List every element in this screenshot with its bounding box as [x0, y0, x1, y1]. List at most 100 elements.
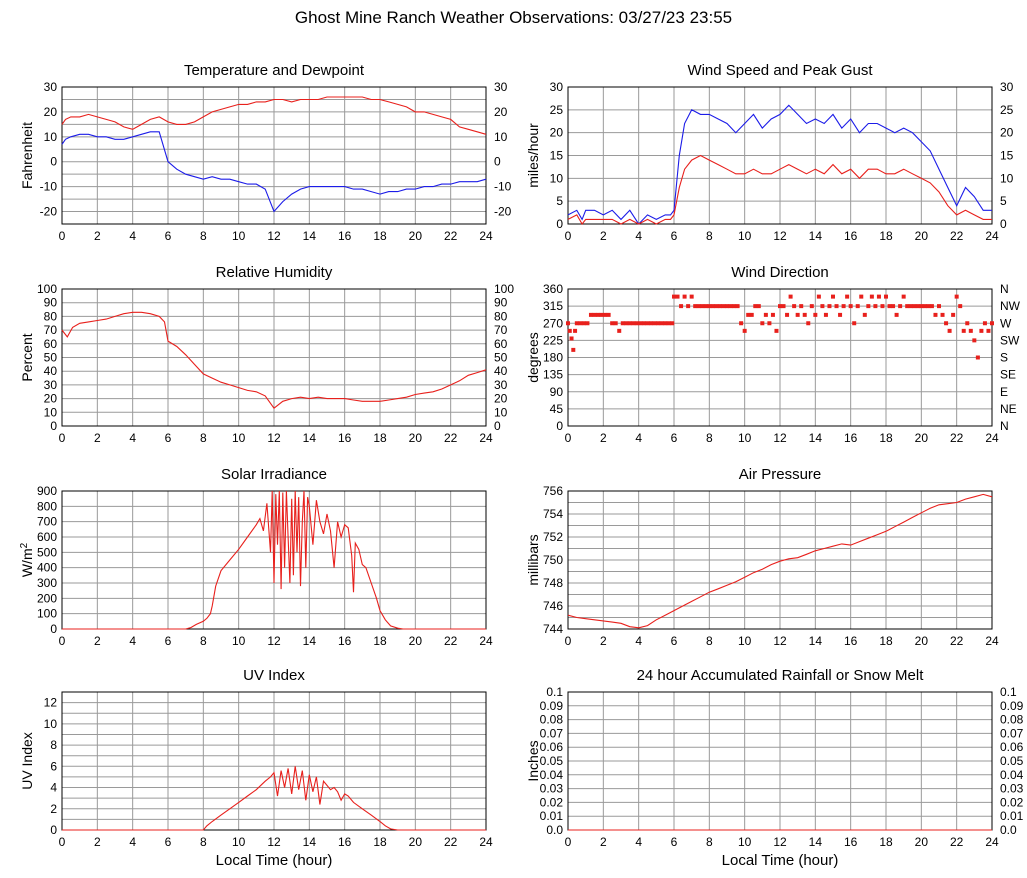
y-tick-label: 135: [543, 368, 563, 382]
data-point: [763, 312, 768, 317]
y-tick-label-right: 90: [494, 296, 508, 310]
y-tick-label: 0.07: [540, 726, 564, 740]
x-tick-label: 16: [844, 431, 858, 445]
y-tick-label-right: 0: [1000, 217, 1007, 231]
x-tick-label: 4: [635, 634, 642, 648]
x-tick-label: 2: [600, 229, 607, 243]
x-tick-label: 10: [738, 835, 752, 849]
data-point: [675, 294, 680, 299]
data-point: [620, 321, 625, 326]
x-tick-label: 10: [232, 634, 246, 648]
y-tick-label-right: N: [1000, 282, 1009, 296]
x-tick-label: 8: [200, 229, 207, 243]
data-point: [679, 304, 684, 309]
y-tick-label: 748: [543, 576, 563, 590]
data-point: [975, 355, 980, 360]
y-tick-label-right: 5: [1000, 194, 1007, 208]
data-point: [588, 312, 593, 317]
data-point: [898, 304, 903, 309]
data-point: [624, 321, 629, 326]
data-point: [569, 336, 574, 341]
y-tick-label-right: 0.01: [1000, 809, 1024, 823]
y-tick-label: 0.08: [540, 713, 564, 727]
data-point: [905, 304, 910, 309]
y-tick-label-right: 50: [494, 351, 508, 365]
y-tick-label: 600: [37, 530, 57, 544]
data-point: [689, 294, 694, 299]
y-tick-label: 0.1: [546, 685, 563, 699]
x-axis-label: Local Time (hour): [216, 852, 333, 869]
data-point: [795, 312, 800, 317]
x-tick-label: 14: [809, 835, 823, 849]
x-tick-label: 8: [706, 634, 713, 648]
data-point: [785, 312, 790, 317]
x-tick-label: 0: [565, 835, 572, 849]
x-tick-label: 0: [59, 431, 66, 445]
data-point: [968, 328, 973, 333]
data-point: [606, 312, 611, 317]
data-point: [778, 304, 782, 309]
y-tick-label-right: NE: [1000, 402, 1017, 416]
x-tick-label: 10: [738, 229, 752, 243]
data-point: [954, 294, 959, 299]
y-tick-label: 700: [37, 515, 57, 529]
x-tick-label: 6: [671, 229, 678, 243]
y-tick-label: 10: [550, 171, 564, 185]
series-line: [567, 493, 993, 629]
data-point: [951, 312, 956, 317]
data-point: [725, 304, 729, 309]
y-tick-label: 20: [44, 105, 58, 119]
y-tick-label-right: E: [1000, 385, 1008, 399]
data-point: [767, 321, 772, 326]
data-point: [788, 294, 793, 299]
y-tick-label: 0: [556, 419, 563, 433]
data-point: [631, 321, 636, 326]
x-tick-label: 2: [94, 634, 101, 648]
data-point: [901, 294, 906, 299]
y-tick-label: 10: [44, 130, 58, 144]
x-tick-label: 22: [444, 431, 458, 445]
x-tick-label: 20: [915, 634, 929, 648]
data-point: [982, 321, 987, 326]
data-point: [735, 304, 740, 309]
y-tick-label: 50: [44, 351, 58, 365]
data-point: [728, 304, 733, 309]
page-title: Ghost Mine Ranch Weather Observations: 0…: [294, 8, 733, 27]
x-tick-label: 20: [915, 229, 929, 243]
y-axis-label: Percent: [19, 333, 35, 381]
x-tick-label: 10: [232, 431, 246, 445]
x-tick-label: 16: [338, 835, 352, 849]
y-tick-label-right: 100: [494, 282, 514, 296]
y-tick-label: 0.06: [540, 740, 564, 754]
y-tick-label: 10: [44, 405, 58, 419]
chart-rain: 24 hour Accumulated Rainfall or Snow Mel…: [525, 667, 1024, 869]
x-tick-label: 22: [950, 634, 964, 648]
y-tick-label-right: 0.02: [1000, 795, 1024, 809]
x-tick-label: 2: [94, 835, 101, 849]
x-tick-label: 22: [444, 835, 458, 849]
data-point: [816, 294, 821, 299]
data-point: [770, 312, 775, 317]
y-tick-label: 0.03: [540, 782, 564, 796]
chart-title: Air Pressure: [739, 466, 822, 483]
y-tick-label-right: W: [1000, 316, 1012, 330]
y-tick-label-right: 10: [1000, 171, 1014, 185]
y-tick-label-right: SE: [1000, 368, 1016, 382]
x-tick-label: 22: [444, 634, 458, 648]
x-tick-label: 16: [844, 229, 858, 243]
data-point: [937, 304, 941, 309]
y-tick-label: 2: [50, 802, 57, 816]
data-point: [581, 321, 586, 326]
data-point: [802, 312, 807, 317]
data-point: [703, 304, 708, 309]
data-point: [880, 304, 885, 309]
y-tick-label-right: 70: [494, 323, 508, 337]
y-tick-label: 0.01: [540, 809, 564, 823]
y-tick-label: 225: [543, 333, 563, 347]
y-tick-label-right: 0.03: [1000, 782, 1024, 796]
x-tick-label: 24: [985, 835, 999, 849]
